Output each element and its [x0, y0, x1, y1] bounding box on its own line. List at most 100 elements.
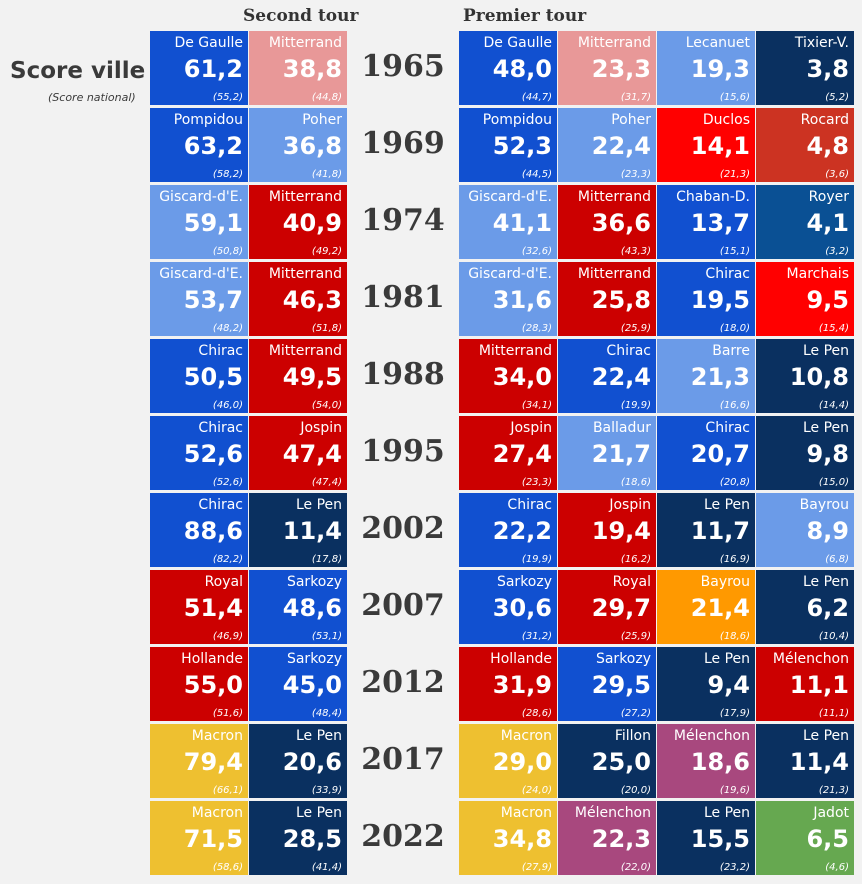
candidate-name: Mélenchon — [772, 651, 849, 667]
first-round-cell: Mitterrand 25,8 (25,9) — [558, 262, 656, 336]
city-score: 31,6 — [492, 286, 552, 314]
national-score: (44,8) — [311, 92, 342, 103]
city-score: 48,0 — [492, 55, 552, 83]
national-score: (25,9) — [620, 631, 651, 642]
national-score: (11,1) — [818, 708, 849, 719]
city-score: 47,4 — [282, 440, 342, 468]
second-round-cell: Mitterrand 46,3 (51,8) — [249, 262, 347, 336]
first-round-cell: Mélenchon 22,3 (22,0) — [558, 801, 656, 875]
national-score: (19,9) — [521, 554, 552, 565]
year-label: 2007 — [361, 588, 445, 623]
city-score: 49,5 — [282, 363, 342, 391]
city-score: 19,5 — [690, 286, 750, 314]
national-score: (17,9) — [719, 708, 750, 719]
national-score: (23,3) — [620, 169, 651, 180]
city-score: 18,6 — [690, 748, 750, 776]
candidate-name: Jospin — [609, 497, 651, 513]
first-round-cell: Macron 34,8 (27,9) — [459, 801, 557, 875]
city-score: 79,4 — [183, 748, 243, 776]
city-score: 6,2 — [806, 594, 849, 622]
candidate-name: Mitterrand — [577, 266, 651, 282]
first-round-cell: Le Pen 11,4 (21,3) — [756, 724, 854, 798]
candidate-name: Giscard-d'E. — [468, 266, 552, 282]
candidate-name: Giscard-d'E. — [468, 189, 552, 205]
city-score: 52,3 — [492, 132, 552, 160]
city-score: 10,8 — [789, 363, 849, 391]
national-score: (27,9) — [521, 862, 552, 873]
first-round-cell: Le Pen 11,7 (16,9) — [657, 493, 755, 567]
candidate-name: Le Pen — [703, 497, 750, 513]
national-score: (17,8) — [311, 554, 342, 565]
first-round-header: Premier tour — [463, 6, 587, 26]
national-score: (50,8) — [212, 246, 243, 257]
national-score: (32,6) — [521, 246, 552, 257]
second-round-cell: Giscard-d'E. 53,7 (48,2) — [150, 262, 248, 336]
national-score: (14,4) — [818, 400, 849, 411]
city-score: 53,7 — [183, 286, 243, 314]
candidate-name: Macron — [500, 728, 552, 744]
city-score: 21,4 — [690, 594, 750, 622]
second-round-cell: Macron 79,4 (66,1) — [150, 724, 248, 798]
first-round-cell: Hollande 31,9 (28,6) — [459, 647, 557, 721]
candidate-name: Duclos — [702, 112, 750, 128]
first-round-cell: Balladur 21,7 (18,6) — [558, 416, 656, 490]
candidate-name: Macron — [191, 805, 243, 821]
national-score: (55,2) — [212, 92, 243, 103]
candidate-name: Chirac — [198, 497, 243, 513]
national-score: (41,8) — [311, 169, 342, 180]
city-score: 61,2 — [183, 55, 243, 83]
national-score: (44,7) — [521, 92, 552, 103]
city-score: 29,5 — [591, 671, 651, 699]
city-score: 11,1 — [789, 671, 849, 699]
score-ville-title: Score ville — [10, 58, 146, 84]
city-score: 22,2 — [492, 517, 552, 545]
second-round-cell: Jospin 47,4 (47,4) — [249, 416, 347, 490]
national-score: (24,0) — [521, 785, 552, 796]
national-score: (46,0) — [212, 400, 243, 411]
second-round-cell: Mitterrand 49,5 (54,0) — [249, 339, 347, 413]
candidate-name: Le Pen — [703, 805, 750, 821]
city-score: 20,7 — [690, 440, 750, 468]
city-score: 19,3 — [690, 55, 750, 83]
second-round-cell: Pompidou 63,2 (58,2) — [150, 108, 248, 182]
city-score: 71,5 — [183, 825, 243, 853]
candidate-name: Mitterrand — [268, 35, 342, 51]
candidate-name: Chirac — [198, 343, 243, 359]
city-score: 29,0 — [492, 748, 552, 776]
national-score: (10,4) — [818, 631, 849, 642]
national-score: (3,2) — [825, 246, 849, 257]
city-score: 28,5 — [282, 825, 342, 853]
city-score: 29,7 — [591, 594, 651, 622]
national-score: (54,0) — [311, 400, 342, 411]
first-round-cell: Duclos 14,1 (21,3) — [657, 108, 755, 182]
city-score: 9,4 — [707, 671, 750, 699]
national-score: (41,4) — [311, 862, 342, 873]
second-round-cell: Le Pen 20,6 (33,9) — [249, 724, 347, 798]
national-score: (20,8) — [719, 477, 750, 488]
candidate-name: Mitterrand — [268, 189, 342, 205]
year-label: 1965 — [361, 49, 445, 84]
candidate-name: Giscard-d'E. — [159, 189, 243, 205]
year-label: 1995 — [361, 434, 445, 469]
national-score: (44,5) — [521, 169, 552, 180]
national-score: (19,6) — [719, 785, 750, 796]
first-round-cell: Giscard-d'E. 31,6 (28,3) — [459, 262, 557, 336]
first-round-cell: Le Pen 9,8 (15,0) — [756, 416, 854, 490]
national-score: (31,7) — [620, 92, 651, 103]
first-round-cell: Royer 4,1 (3,2) — [756, 185, 854, 259]
candidate-name: Tixier-V. — [794, 35, 849, 51]
year-label: 2017 — [361, 742, 445, 777]
first-round-cell: Bayrou 21,4 (18,6) — [657, 570, 755, 644]
candidate-name: Mitterrand — [268, 343, 342, 359]
second-round-cell: Giscard-d'E. 59,1 (50,8) — [150, 185, 248, 259]
candidate-name: Sarkozy — [496, 574, 552, 590]
city-score: 20,6 — [282, 748, 342, 776]
city-score: 6,5 — [806, 825, 849, 853]
candidate-name: Giscard-d'E. — [159, 266, 243, 282]
first-round-cell: Chirac 19,5 (18,0) — [657, 262, 755, 336]
city-score: 52,6 — [183, 440, 243, 468]
year-label: 2022 — [361, 819, 445, 854]
candidate-name: Chaban-D. — [676, 189, 750, 205]
national-score: (3,6) — [825, 169, 849, 180]
first-round-cell: Chirac 22,4 (19,9) — [558, 339, 656, 413]
